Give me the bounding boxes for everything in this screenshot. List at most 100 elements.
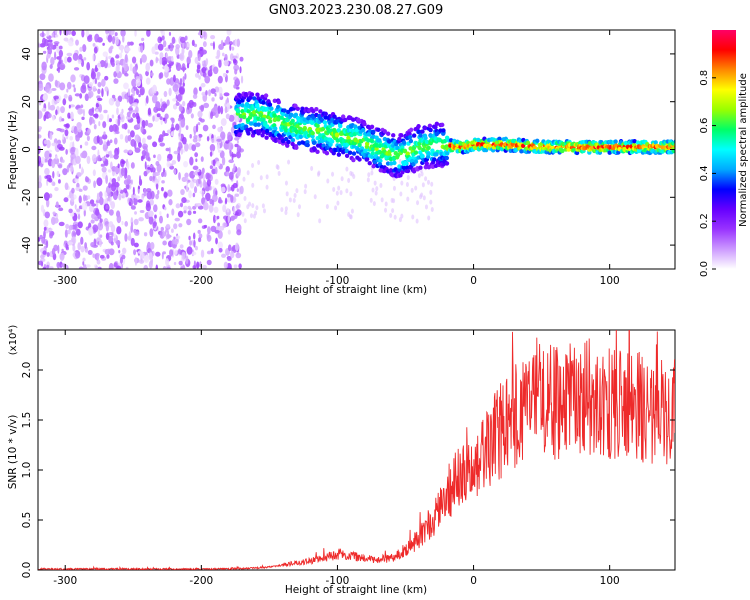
spectrogram-noise-cell	[163, 206, 167, 211]
spectrogram-noise-cell	[193, 43, 198, 48]
spectrogram-noise-cell	[180, 119, 186, 128]
spectrogram-noise-cell	[80, 245, 85, 253]
spectrogram-ridge-cell	[376, 127, 381, 133]
spectrogram-noise-cell	[81, 59, 85, 67]
spectrogram-noise-cell	[213, 206, 219, 214]
spectrogram-noise-cell	[228, 171, 234, 180]
spectrogram-noise-cell	[130, 138, 136, 147]
spectrogram-noise-cell	[87, 90, 94, 98]
spectrogram-noise-cell	[64, 56, 68, 64]
spectrogram-ridge-cell	[265, 124, 270, 129]
spectrogram-noise-cell	[112, 36, 116, 45]
spectrogram-noise-cell	[374, 190, 378, 196]
spectrogram-noise-cell	[230, 215, 235, 222]
spectrogram-ridge-cell	[240, 109, 245, 114]
spectrogram-noise-cell	[161, 35, 165, 41]
spectrogram-noise-cell	[202, 124, 209, 132]
spectrogram-noise-cell	[53, 95, 59, 100]
spectrogram-noise-cell	[48, 266, 54, 269]
spectrogram-ridge-cell	[310, 131, 315, 136]
spectrogram-noise-cell	[47, 113, 52, 119]
spectrogram-noise-cell	[178, 260, 183, 266]
spectrogram-ridge-cell	[560, 148, 565, 154]
spectrogram-noise-cell	[201, 91, 207, 97]
spectrogram-noise-cell	[145, 77, 151, 85]
spectrogram-noise-cell	[152, 172, 159, 177]
spectrogram-noise-cell	[202, 71, 207, 78]
spectrogram-noise-cell	[65, 242, 69, 250]
spectrogram-noise-cell	[334, 205, 338, 211]
spectrogram-noise-cell	[170, 117, 174, 121]
spectrogram-noise-cell	[234, 68, 238, 75]
x-tick-label: 0	[470, 275, 477, 287]
spectrogram-noise-cell	[168, 199, 173, 206]
spectrogram-noise-cell	[86, 61, 91, 71]
spectrogram-noise-cell	[38, 83, 44, 92]
spectrogram-ridge-cell	[286, 109, 291, 115]
spectrogram-noise-cell	[369, 197, 373, 203]
spectrogram-noise-cell	[38, 110, 43, 119]
spectrogram-noise-cell	[93, 123, 97, 130]
spectrogram-ridge-cell	[264, 128, 270, 134]
spectrogram-noise-cell	[153, 154, 156, 159]
spectrogram-noise-cell	[38, 175, 42, 184]
spectrogram-noise-cell	[316, 171, 320, 177]
spectrogram-noise-cell	[222, 52, 225, 57]
spectrogram-noise-cell	[98, 191, 103, 199]
spectrogram-noise-cell	[81, 30, 85, 38]
spectrogram-ridge-cell	[391, 133, 396, 138]
spectrogram-noise-cell	[219, 93, 223, 98]
spectrogram-noise-cell	[72, 232, 77, 236]
spectrogram-noise-cell	[175, 62, 182, 72]
spectrogram-ridge-cell	[445, 151, 450, 156]
spectrogram-noise-cell	[88, 82, 94, 87]
spectrogram-noise-cell	[117, 117, 121, 127]
spectrogram-noise-cell	[398, 217, 402, 223]
spectrogram-cells	[38, 30, 675, 269]
spectrogram-noise-cell	[193, 130, 196, 136]
spectrogram-noise-cell	[41, 107, 47, 112]
spectrogram-noise-cell	[173, 168, 177, 175]
spectrogram-noise-cell	[181, 197, 187, 204]
spectrogram-noise-cell	[99, 234, 103, 238]
spectrogram-noise-cell	[68, 224, 74, 231]
spectrogram-noise-cell	[179, 202, 183, 208]
spectrogram-noise-cell	[52, 170, 55, 179]
spectrogram-noise-cell	[143, 170, 148, 177]
x-tick-label: -100	[326, 275, 350, 287]
spectrogram-noise-cell	[229, 149, 232, 155]
spectrogram-noise-cell	[67, 30, 72, 35]
spectrogram-noise-cell	[101, 88, 104, 98]
spectrogram-noise-cell	[121, 220, 124, 226]
spectrogram-noise-cell	[66, 52, 73, 57]
spectrogram-ridge-cell	[357, 157, 362, 162]
spectrogram-noise-cell	[251, 203, 255, 209]
spectrogram-noise-cell	[44, 167, 50, 176]
spectrogram-noise-cell	[182, 82, 185, 87]
spectrogram-noise-cell	[124, 233, 128, 242]
spectrogram-ridge-cell	[401, 165, 407, 170]
spectrogram-ridge-cell	[519, 149, 524, 154]
spectrogram-noise-cell	[45, 240, 49, 249]
spectrogram-noise-cell	[193, 87, 198, 96]
spectrogram-noise-cell	[126, 111, 131, 118]
spectrogram-ridge-cell	[574, 150, 580, 156]
spectrogram-noise-cell	[429, 189, 433, 195]
spectrogram-noise-cell	[66, 88, 69, 93]
spectrogram-noise-cell	[203, 224, 208, 229]
spectrogram-noise-cell	[119, 189, 124, 194]
spectrogram-noise-cell	[234, 38, 238, 47]
spectrogram-noise-cell	[392, 198, 396, 204]
spectrogram-noise-cell	[104, 75, 109, 81]
spectrogram-ridge-cell	[607, 150, 612, 155]
spectrogram-noise-cell	[86, 155, 91, 165]
spectrogram-ridge-cell	[385, 161, 391, 166]
spectrogram-noise-cell	[181, 251, 186, 260]
spectrogram-noise-cell	[159, 142, 166, 147]
spectrogram-noise-cell	[169, 249, 174, 257]
spectrogram-noise-cell	[93, 180, 97, 189]
spectrogram-noise-cell	[109, 150, 112, 159]
spectrogram-noise-cell	[128, 231, 132, 240]
spectrogram-ridge-cell	[423, 135, 428, 141]
spectrogram-noise-cell	[95, 199, 102, 204]
